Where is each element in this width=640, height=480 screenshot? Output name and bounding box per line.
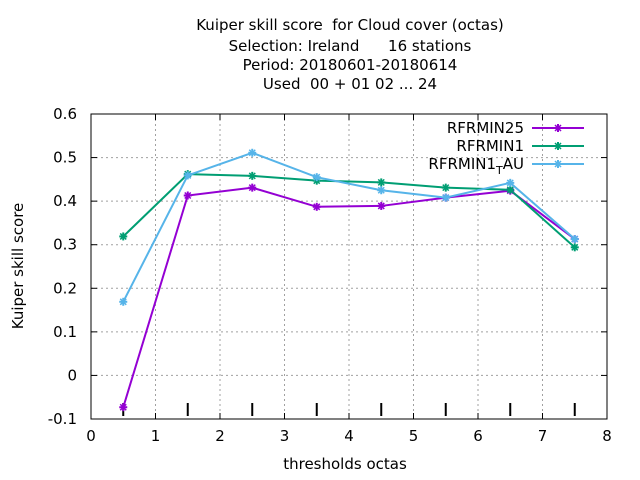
data-point bbox=[506, 178, 515, 187]
legend-marker bbox=[554, 160, 562, 168]
x-tick-label: 0 bbox=[86, 427, 96, 445]
data-point bbox=[183, 191, 192, 200]
title-line-4: Used 00 + 01 02 ... 24 bbox=[262, 75, 438, 93]
marker-d2 bbox=[554, 160, 562, 168]
x-axis-label: thresholds octas bbox=[283, 455, 407, 473]
marker-d2 bbox=[506, 179, 514, 187]
marker-d2 bbox=[313, 203, 321, 211]
plot-frame bbox=[90, 113, 608, 420]
marker-d2 bbox=[119, 232, 127, 240]
marker-d2 bbox=[184, 171, 192, 179]
data-point bbox=[441, 183, 450, 192]
data-point bbox=[119, 232, 128, 241]
data-point bbox=[506, 185, 515, 194]
marker-d2 bbox=[571, 235, 579, 243]
marker-d2 bbox=[571, 243, 579, 251]
data-point bbox=[377, 178, 386, 187]
data-point bbox=[248, 148, 257, 157]
series-2 bbox=[119, 170, 579, 252]
legend-marker bbox=[554, 124, 562, 132]
data-point bbox=[377, 186, 386, 195]
marker-d2 bbox=[119, 403, 127, 411]
y-tick-label: 0.6 bbox=[53, 105, 77, 123]
data-point bbox=[570, 243, 579, 252]
y-tick-label: 0 bbox=[67, 366, 77, 384]
legend-label: RFRMIN1TAU bbox=[428, 155, 524, 177]
marker-d2 bbox=[248, 172, 256, 180]
marker-d2 bbox=[119, 298, 127, 306]
data-point bbox=[312, 173, 321, 182]
x-tick-label: 3 bbox=[280, 427, 290, 445]
title-line-1: Kuiper skill score for Cloud cover (octa… bbox=[196, 16, 504, 34]
marker-d2 bbox=[377, 186, 385, 194]
y-tick-label: -0.1 bbox=[48, 410, 77, 428]
legend-label: RFRMIN1 bbox=[456, 137, 524, 155]
legend-label: RFRMIN25 bbox=[447, 119, 524, 137]
x-tick-label: 7 bbox=[538, 427, 548, 445]
x-tick-label: 4 bbox=[344, 427, 354, 445]
x-tick-label: 6 bbox=[473, 427, 483, 445]
y-tick-label: 0.1 bbox=[53, 323, 77, 341]
data-point bbox=[377, 201, 386, 210]
x-tick-label: 8 bbox=[602, 427, 612, 445]
data-series bbox=[119, 148, 579, 412]
data-point bbox=[248, 183, 257, 192]
tick-labels: 0 1 2 3 4 5 6 7 8 -0.1 0 0.1 0.2 0.3 0.4 0.5 0.6 bbox=[48, 105, 612, 445]
marker-d2 bbox=[377, 178, 385, 186]
series-line bbox=[122, 186, 576, 408]
legend-marker bbox=[554, 142, 562, 150]
data-point bbox=[183, 171, 192, 180]
data-point bbox=[119, 403, 128, 412]
data-point bbox=[119, 297, 128, 306]
data-point bbox=[570, 235, 579, 244]
marker-d2 bbox=[313, 173, 321, 181]
y-tick-label: 0.2 bbox=[53, 279, 77, 297]
data-point bbox=[312, 202, 321, 211]
marker-d2 bbox=[442, 194, 450, 202]
marker-d2 bbox=[554, 124, 562, 132]
x-tick-label: 1 bbox=[151, 427, 161, 445]
title-line-2: Selection: Ireland 16 stations bbox=[228, 37, 472, 55]
series-line bbox=[122, 173, 576, 249]
y-tick-label: 0.4 bbox=[53, 192, 77, 210]
marker-d2 bbox=[506, 186, 514, 194]
y-tick-label: 0.5 bbox=[53, 149, 77, 167]
marker-d2 bbox=[377, 202, 385, 210]
series-line bbox=[122, 151, 576, 303]
title-line-3: Period: 20180601-20180614 bbox=[242, 56, 458, 74]
y-tick-label: 0.3 bbox=[53, 236, 77, 254]
marker-d2 bbox=[442, 184, 450, 192]
x-tick-label: 5 bbox=[409, 427, 419, 445]
marker-d2 bbox=[184, 191, 192, 200]
series-3 bbox=[119, 148, 579, 306]
marker-d2 bbox=[248, 149, 256, 157]
grid-lines bbox=[91, 114, 607, 419]
marker-d2 bbox=[248, 184, 256, 192]
data-point bbox=[248, 171, 257, 180]
series-1 bbox=[119, 183, 579, 412]
marker-d2 bbox=[554, 142, 562, 150]
data-point bbox=[441, 193, 450, 202]
x-tick-label: 2 bbox=[215, 427, 225, 445]
